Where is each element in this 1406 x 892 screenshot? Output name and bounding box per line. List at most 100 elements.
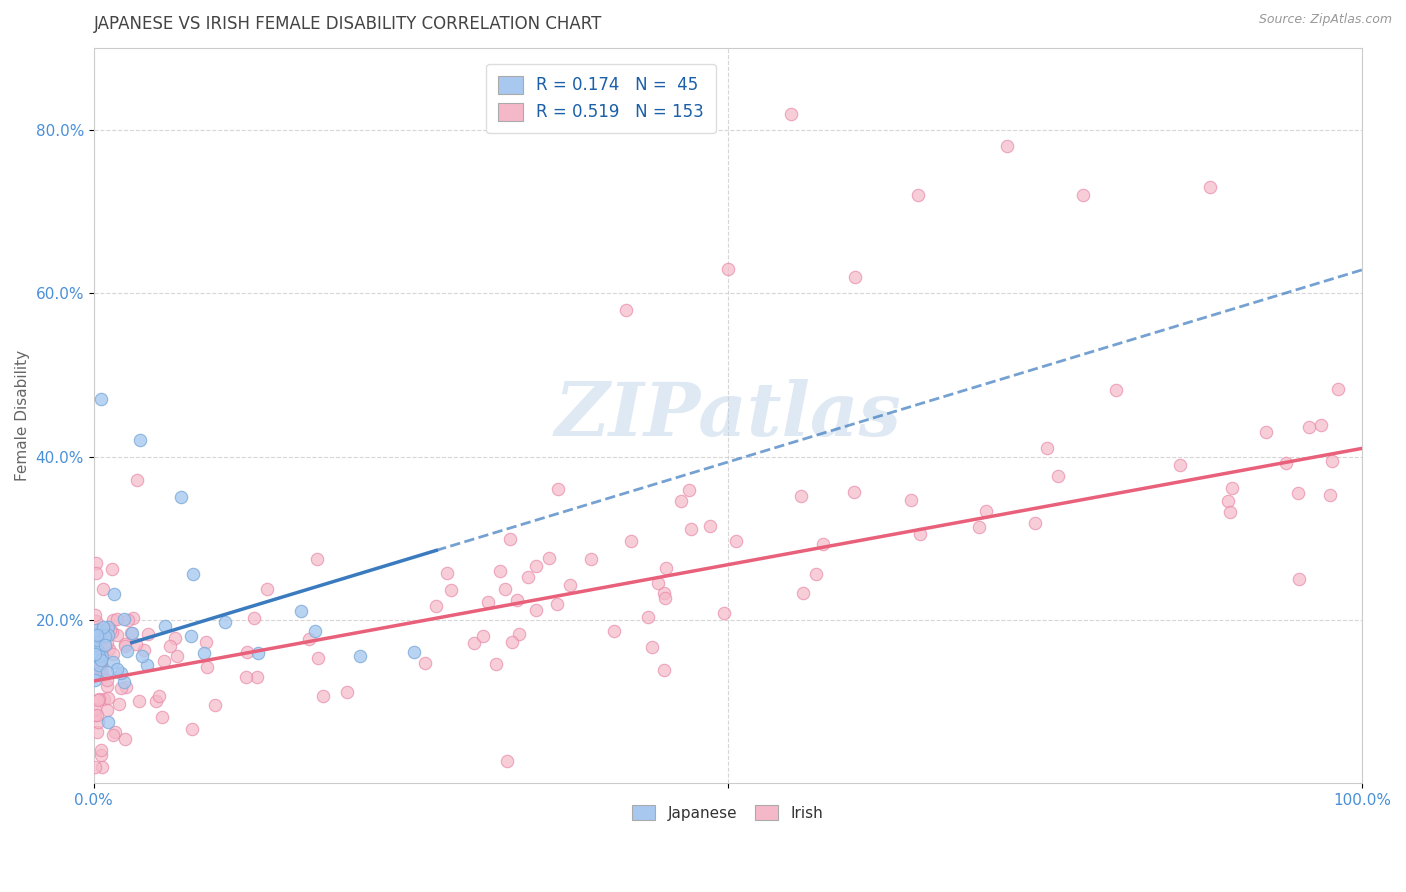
Point: [128, 694, 150, 708]
Point: [94, 638, 117, 652]
Point: [1298, 420, 1320, 434]
Point: [101, 614, 124, 628]
Point: [579, 551, 602, 566]
Text: Source: ZipAtlas.com: Source: ZipAtlas.com: [1258, 13, 1392, 27]
Point: [1168, 458, 1191, 473]
Point: [312, 689, 335, 703]
Point: [256, 582, 278, 596]
Point: [505, 593, 527, 607]
Point: [907, 188, 929, 202]
Point: [87, 657, 110, 672]
Point: [910, 527, 932, 541]
Point: [499, 533, 522, 547]
Point: [114, 731, 136, 746]
Point: [516, 570, 538, 584]
Point: [236, 645, 259, 659]
Point: [214, 615, 236, 629]
Y-axis label: Female Disability: Female Disability: [15, 351, 30, 482]
Point: [121, 611, 143, 625]
Point: [86, 627, 108, 641]
Point: [195, 659, 218, 673]
Point: [155, 619, 177, 633]
Point: [526, 559, 548, 574]
Point: [86, 693, 108, 707]
Point: [472, 629, 495, 643]
Point: [489, 564, 512, 578]
Point: [560, 578, 582, 592]
Point: [699, 518, 721, 533]
Point: [654, 591, 676, 606]
Point: [107, 698, 129, 712]
Point: [125, 637, 148, 651]
Point: [87, 627, 110, 641]
Point: [150, 710, 173, 724]
Point: [114, 639, 136, 653]
Point: [290, 604, 312, 618]
Point: [86, 633, 108, 648]
Point: [100, 562, 122, 576]
Point: [813, 537, 835, 551]
Point: [1104, 384, 1126, 398]
Point: [84, 760, 107, 774]
Point: [136, 658, 159, 673]
Point: [1219, 506, 1241, 520]
Point: [103, 587, 125, 601]
Point: [84, 623, 107, 637]
Point: [652, 586, 675, 600]
Point: [128, 434, 150, 448]
Point: [166, 648, 188, 663]
Point: [669, 493, 692, 508]
Point: [181, 723, 204, 737]
Point: [86, 715, 108, 730]
Text: ZIPatlas: ZIPatlas: [554, 379, 901, 452]
Point: [90, 743, 112, 757]
Point: [1327, 382, 1350, 396]
Point: [1319, 488, 1341, 502]
Point: [1220, 481, 1243, 495]
Point: [97, 623, 120, 637]
Point: [110, 665, 132, 680]
Point: [246, 646, 269, 660]
Point: [97, 714, 120, 729]
Point: [84, 614, 107, 628]
Point: [477, 595, 499, 609]
Point: [84, 633, 107, 648]
Point: [89, 665, 111, 680]
Point: [717, 261, 740, 276]
Point: [91, 648, 114, 663]
Point: [640, 640, 662, 654]
Point: [87, 692, 110, 706]
Point: [86, 708, 108, 723]
Point: [84, 607, 107, 622]
Point: [1310, 417, 1333, 432]
Point: [246, 670, 269, 684]
Point: [436, 566, 458, 581]
Point: [93, 636, 115, 650]
Point: [780, 107, 803, 121]
Point: [86, 640, 108, 655]
Point: [181, 567, 204, 582]
Point: [603, 624, 626, 639]
Point: [93, 691, 115, 706]
Point: [547, 482, 569, 496]
Point: [169, 491, 191, 505]
Point: [90, 392, 112, 407]
Point: [101, 647, 124, 661]
Point: [90, 747, 112, 762]
Point: [1275, 456, 1298, 470]
Point: [508, 627, 530, 641]
Point: [967, 520, 990, 534]
Point: [105, 628, 128, 642]
Point: [844, 270, 866, 285]
Point: [84, 665, 107, 680]
Point: [134, 643, 156, 657]
Point: [84, 566, 107, 580]
Point: [524, 602, 547, 616]
Point: [117, 613, 139, 627]
Point: [96, 703, 118, 717]
Point: [1198, 180, 1220, 194]
Point: [114, 637, 136, 651]
Point: [844, 485, 866, 500]
Point: [1286, 486, 1309, 500]
Point: [101, 625, 124, 640]
